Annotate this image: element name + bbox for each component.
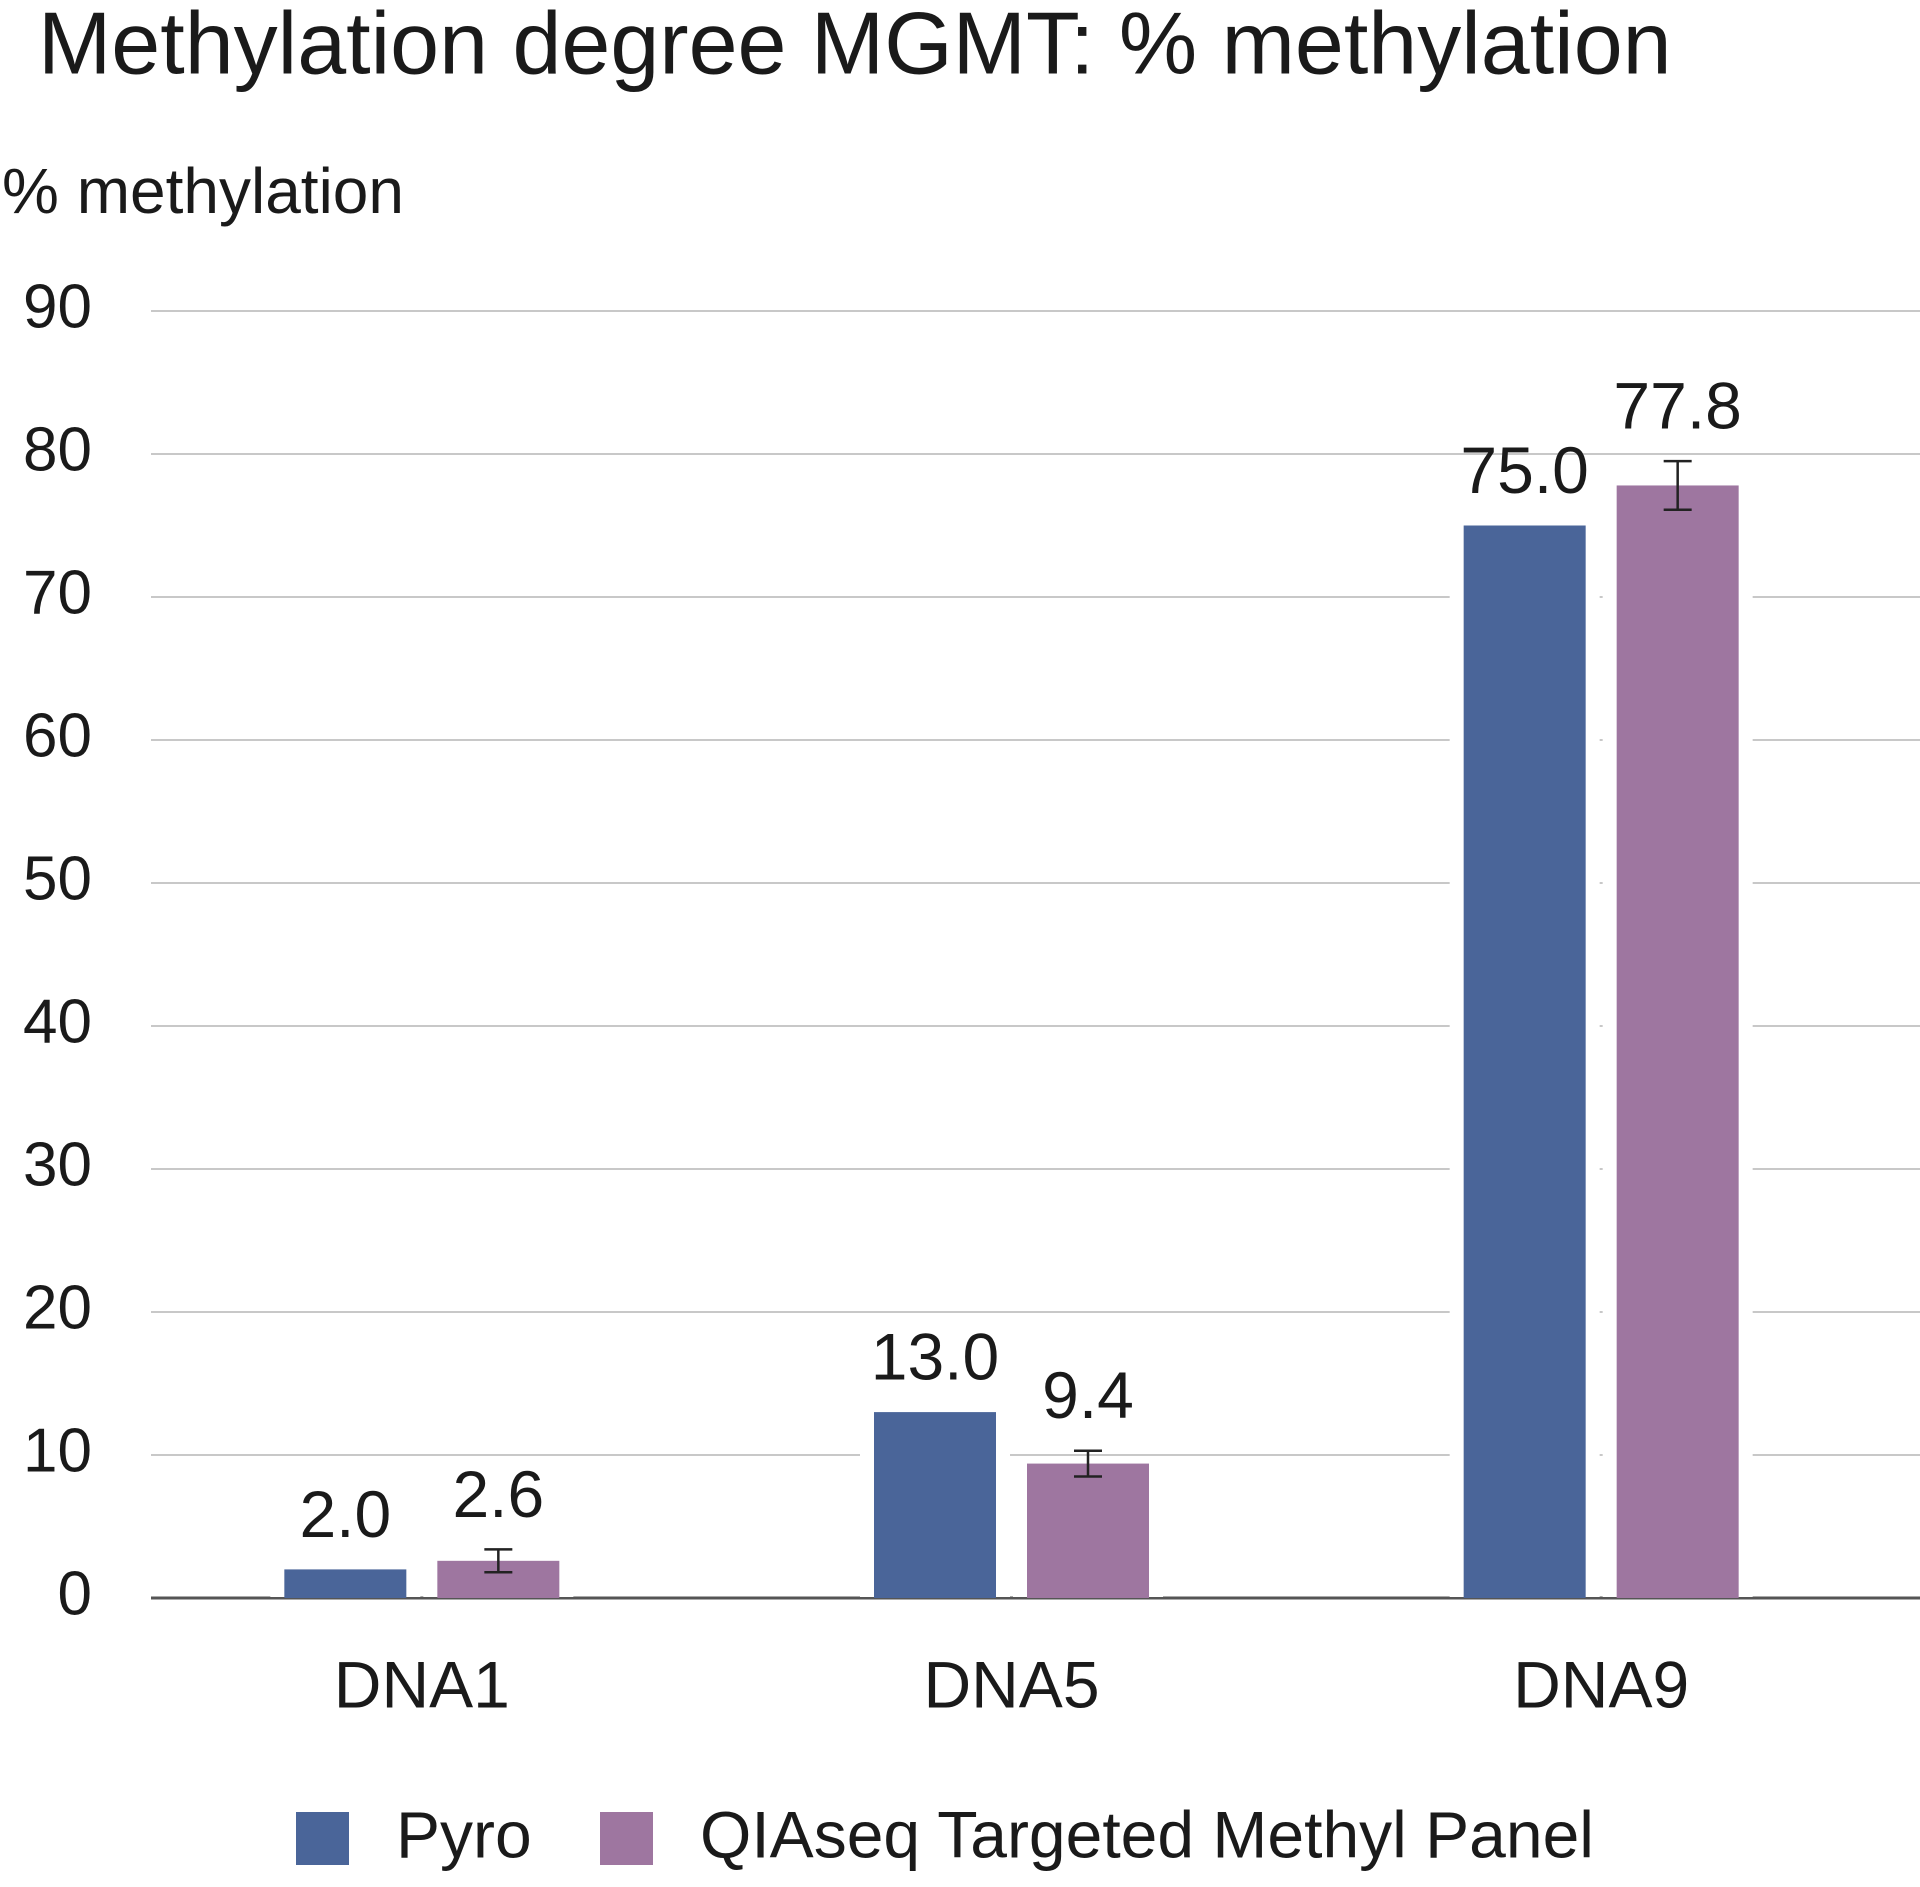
- chart-title: Methylation degree MGMT: % methylation: [38, 0, 1672, 92]
- value-label: 9.4: [1042, 1358, 1134, 1432]
- bar: [1027, 1463, 1149, 1598]
- y-tick-label: 30: [23, 1130, 92, 1199]
- bar: [284, 1569, 407, 1598]
- y-tick-label: 60: [23, 701, 92, 770]
- y-tick-label: 40: [23, 987, 92, 1056]
- legend-swatch: [600, 1812, 653, 1865]
- value-label: 2.6: [452, 1457, 544, 1531]
- y-tick-label: 80: [23, 415, 92, 484]
- y-tick-label: 10: [23, 1416, 92, 1485]
- value-label: 2.0: [299, 1477, 391, 1551]
- x-tick-label: DNA5: [923, 1647, 1099, 1721]
- y-axis-label: % methylation: [2, 155, 404, 227]
- y-tick-label: 70: [23, 558, 92, 627]
- legend-label: Pyro: [396, 1797, 532, 1871]
- legend-label: QIAseq Targeted Methyl Panel: [700, 1797, 1594, 1871]
- x-tick-label: DNA1: [334, 1647, 510, 1721]
- y-tick-label: 50: [23, 844, 92, 913]
- bar: [874, 1412, 996, 1598]
- bar: [1616, 485, 1739, 1599]
- bar: [1463, 525, 1586, 1598]
- value-label: 77.8: [1613, 369, 1741, 443]
- value-label: 13.0: [871, 1320, 999, 1394]
- y-tick-label: 0: [58, 1559, 92, 1628]
- legend-swatch: [296, 1812, 349, 1865]
- x-tick-label: DNA9: [1513, 1647, 1689, 1721]
- value-label: 75.0: [1460, 433, 1588, 507]
- y-tick-label: 90: [23, 272, 92, 341]
- y-tick-label: 20: [23, 1273, 92, 1342]
